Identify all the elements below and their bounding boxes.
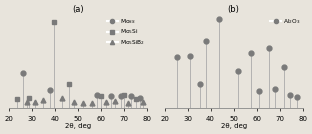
Title: (b): (b)	[228, 5, 240, 14]
X-axis label: 2θ, deg: 2θ, deg	[65, 123, 91, 129]
X-axis label: 2θ, deg: 2θ, deg	[221, 123, 247, 129]
Legend: Mo$_{SS}$, Mo$_5$Si, Mo$_5$SiB$_2$: Mo$_{SS}$, Mo$_5$Si, Mo$_5$SiB$_2$	[106, 17, 146, 47]
Title: (a): (a)	[72, 5, 84, 14]
Legend: Al$_2$O$_3$: Al$_2$O$_3$	[269, 17, 301, 27]
